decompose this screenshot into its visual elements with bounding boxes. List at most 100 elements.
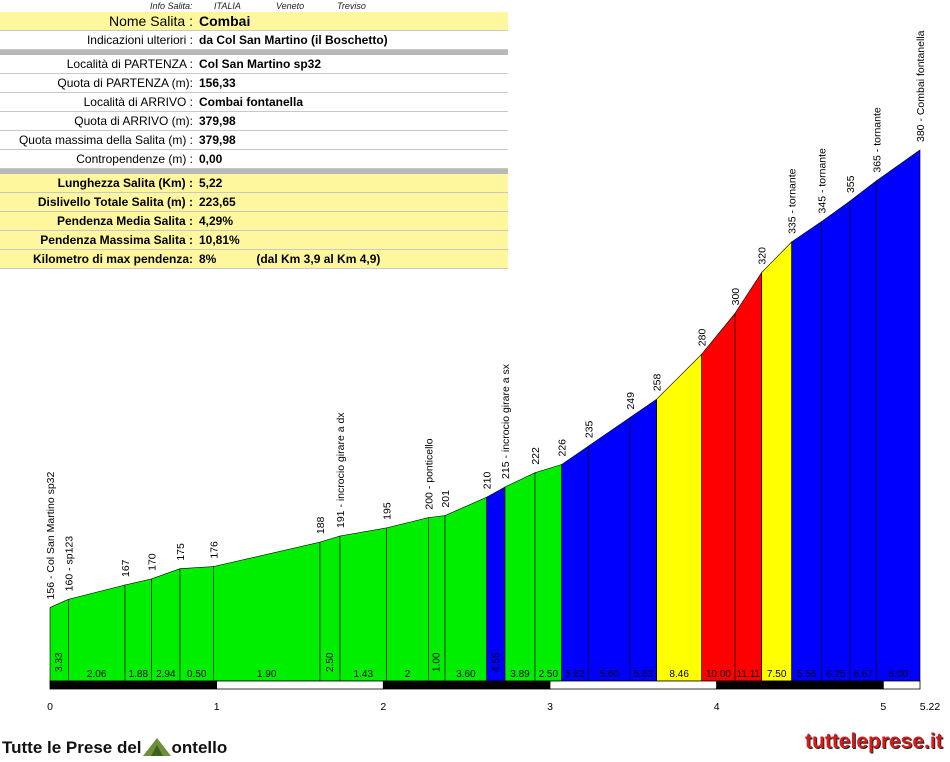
elevation-point-label: 210 — [482, 472, 494, 490]
info-region: Veneto — [276, 1, 305, 11]
segment-grade-label: 1.00 — [432, 652, 443, 672]
info-row: Lunghezza Salita (Km) :5,22 — [0, 174, 508, 193]
profile-segment — [588, 416, 631, 682]
profile-segment — [213, 541, 321, 682]
km-tick-label: 5 — [880, 701, 886, 713]
info-value: Col San Martino sp32 — [196, 55, 508, 74]
elevation-point-label: 188 — [315, 516, 327, 534]
segment-grade-label: 2.06 — [87, 669, 107, 680]
profile-segment — [701, 312, 736, 682]
info-value: 4,29% — [196, 211, 508, 231]
info-country: ITALIA — [214, 1, 241, 11]
km-scale-band — [49, 680, 218, 690]
km-scale-band — [882, 680, 921, 690]
info-label: Contropendenze (m) : — [0, 149, 196, 169]
elevation-point-label: 200 - ponticello — [423, 438, 435, 509]
elevation-point-label: 235 — [583, 420, 595, 438]
profile-segment — [339, 527, 387, 682]
info-row: Contropendenze (m) :0,00 — [0, 149, 508, 169]
info-row: Kilometro di max pendenza: 8% (dal Km 3,9 … — [0, 249, 508, 269]
segment-grade-label: 3.60 — [456, 669, 476, 680]
info-value: Combai fontanella — [196, 92, 508, 112]
km-scale-band — [216, 680, 384, 690]
segment-grade-label: 6.67 — [854, 669, 874, 680]
elevation-point-label: 222 — [530, 447, 542, 465]
info-label: Quota massima della Salita (m) : — [0, 130, 196, 150]
elevation-point-label: 191 - incrocio girare a dx — [335, 412, 347, 528]
info-row: Quota massima della Salita (m) :379,98 — [0, 130, 508, 150]
info-row: Indicazioni ulteriori : da Col San Martin… — [0, 30, 508, 50]
profile-segment — [179, 566, 214, 682]
profile-segment — [124, 578, 152, 682]
segment-grade-label: 1.43 — [354, 669, 374, 680]
profile-segment — [656, 353, 702, 682]
info-row: Pendenza Massima Salita :10,81% — [0, 230, 508, 250]
elevation-point-label: 335 - tornante — [787, 168, 799, 234]
elevation-point-label: 156 - Col San Martino sp32 — [45, 471, 57, 599]
segment-grade-label: 2.50 — [539, 669, 559, 680]
profile-segment — [151, 568, 181, 682]
max-grade-value: 8% — [199, 252, 217, 266]
profile-segment — [386, 517, 429, 682]
segment-grade-label: 2.50 — [325, 652, 336, 672]
elevation-point-label: 175 — [175, 543, 187, 561]
info-province: Treviso — [337, 1, 366, 11]
segment-grade-label: 11.11 — [737, 669, 761, 680]
elevation-point-label: 167 — [120, 559, 132, 577]
segment-grade-label: 5.60 — [599, 669, 619, 680]
segment-grade-label: 10.00 — [706, 669, 731, 680]
km-tick-label: 5.22 — [920, 701, 941, 713]
info-label: Località di ARRIVO : — [0, 92, 196, 112]
segment-grade-label: 0.50 — [187, 669, 207, 680]
site-watermark: tutteleprese.it — [805, 730, 943, 753]
km-scale-band — [716, 680, 884, 690]
segment-grade-label: 8.46 — [669, 669, 689, 680]
elevation-point-label: 355 — [845, 175, 857, 193]
info-label: Località di PARTENZA : — [0, 55, 196, 74]
info-row: Località di ARRIVO : Combai fontanella — [0, 92, 508, 112]
info-label: Dislivello Totale Salita (m) : — [0, 192, 196, 212]
profile-segment — [68, 584, 126, 682]
elevation-point-label: 226 — [557, 439, 569, 457]
info-label: Pendenza Media Salita : — [0, 211, 196, 231]
logo-text-right: ontello — [171, 737, 228, 757]
info-label: Indicazioni ulteriori : — [0, 30, 196, 50]
profile-segment — [876, 149, 921, 682]
elevation-point-label: 170 — [147, 553, 159, 571]
segment-grade-label: 4.55 — [491, 652, 502, 672]
info-header-label: Info Salita: — [150, 1, 193, 11]
info-value: 10,81% — [196, 230, 508, 250]
info-row: Nome Salita : Combai — [0, 12, 508, 31]
info-value: da Col San Martino (il Boschetto) — [196, 30, 508, 50]
profile-segment — [821, 200, 851, 682]
profile-segment — [534, 464, 562, 682]
info-value: 379,98 — [196, 111, 508, 131]
mountain-logo-icon — [142, 735, 172, 762]
info-label: Quota di ARRIVO (m): — [0, 111, 196, 131]
info-value: 8% (dal Km 3,9 al Km 4,9) — [196, 249, 508, 269]
elevation-point-label: 176 — [208, 541, 220, 559]
logo: Tutte le Prese del ontello — [2, 735, 227, 762]
elevation-point-label: 195 — [382, 502, 394, 520]
info-value: 156,33 — [196, 73, 508, 93]
elevation-point-label: 365 - tornante — [872, 107, 884, 173]
info-row: Località di PARTENZA : Col San Martino sp… — [0, 55, 508, 74]
km-tick-label: 1 — [214, 701, 220, 713]
info-label: Quota di PARTENZA (m): — [0, 73, 196, 93]
elevation-point-label: 380 - Combai fontanella — [915, 30, 927, 142]
km-tick-label: 3 — [547, 701, 553, 713]
info-value: 223,65 — [196, 192, 508, 212]
segment-grade-label: 1.88 — [129, 669, 149, 680]
profile-segment — [791, 220, 822, 682]
max-grade-note: (dal Km 3,9 al Km 4,9) — [256, 252, 381, 266]
segment-grade-label: 7.50 — [767, 669, 787, 680]
profile-segment — [504, 472, 536, 682]
climb-info-table: Nome Salita : Combai Indicazioni ulterior… — [0, 12, 508, 269]
info-value: Combai — [196, 12, 508, 31]
km-tick-label: 4 — [714, 701, 720, 713]
segment-grade-label: 5.62 — [565, 669, 585, 680]
profile-segment — [444, 496, 487, 682]
segment-grade-label: 3.89 — [510, 669, 530, 680]
info-value: 379,98 — [196, 130, 508, 150]
